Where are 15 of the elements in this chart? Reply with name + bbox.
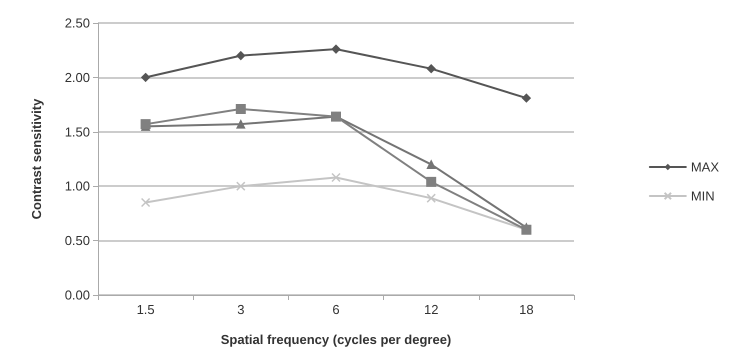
x-tick-label: 18	[519, 302, 534, 317]
y-tick-label: 2.00	[64, 70, 90, 85]
x-tick-label: 12	[424, 302, 438, 317]
x-tick-label: 1.5	[136, 302, 155, 317]
legend-label: MAX	[690, 160, 720, 174]
x-tick-label: 6	[332, 302, 340, 317]
y-tick-label: 1.00	[64, 178, 90, 194]
y-axis-title: Contrast sensitivity	[29, 98, 44, 220]
legend-label: MIN	[690, 188, 715, 204]
y-tick-label: 2.50	[64, 16, 90, 30]
y-tick-label: 1.50	[64, 124, 90, 140]
x-tick-label: 3	[237, 302, 244, 317]
y-tick-label: 0.00	[64, 288, 90, 302]
y-tick-label: 0.50	[64, 233, 90, 248]
x-axis-title: Spatial frequency (cycles per degree)	[220, 332, 452, 347]
